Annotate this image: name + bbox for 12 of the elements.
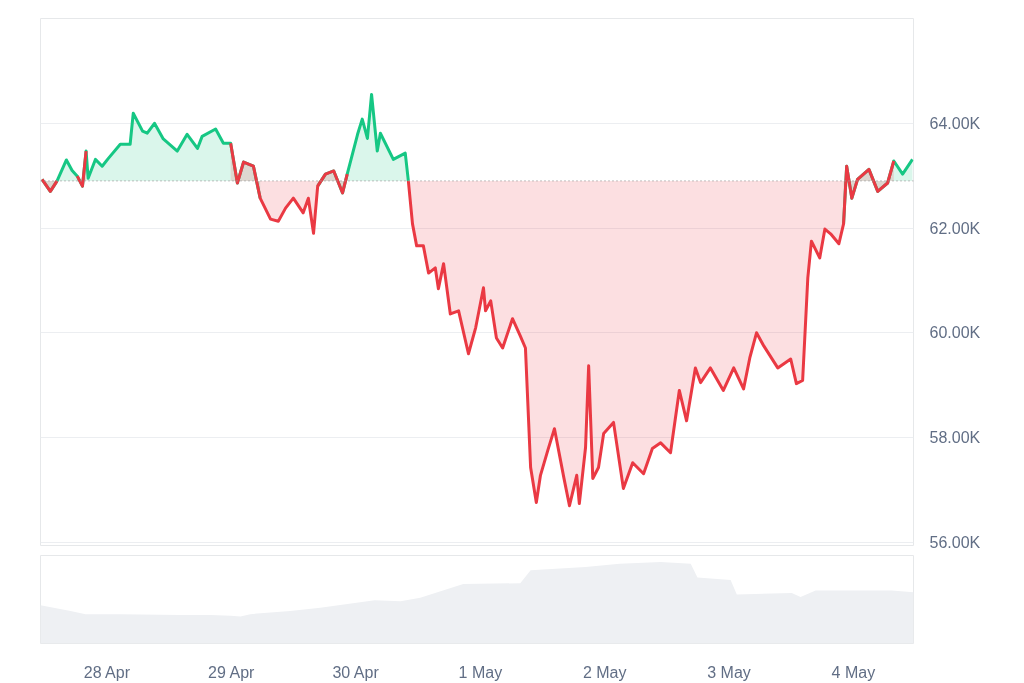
y-tick-label: 64.00K	[929, 114, 981, 132]
y-tick-label: 62.00K	[929, 219, 981, 237]
x-tick-label: 1 May	[458, 663, 503, 681]
x-tick-label: 28 Apr	[83, 663, 131, 681]
x-tick-label: 29 Apr	[208, 663, 256, 681]
y-tick-label: 60.00K	[929, 324, 981, 342]
x-tick-label: 2 May	[582, 663, 627, 681]
y-tick-label: 56.00K	[929, 533, 981, 551]
x-tick-label: 4 May	[831, 663, 876, 681]
x-tick-label: 3 May	[707, 663, 751, 681]
x-tick-label: 30 Apr	[332, 663, 380, 681]
y-tick-label: 58.00K	[929, 429, 981, 447]
